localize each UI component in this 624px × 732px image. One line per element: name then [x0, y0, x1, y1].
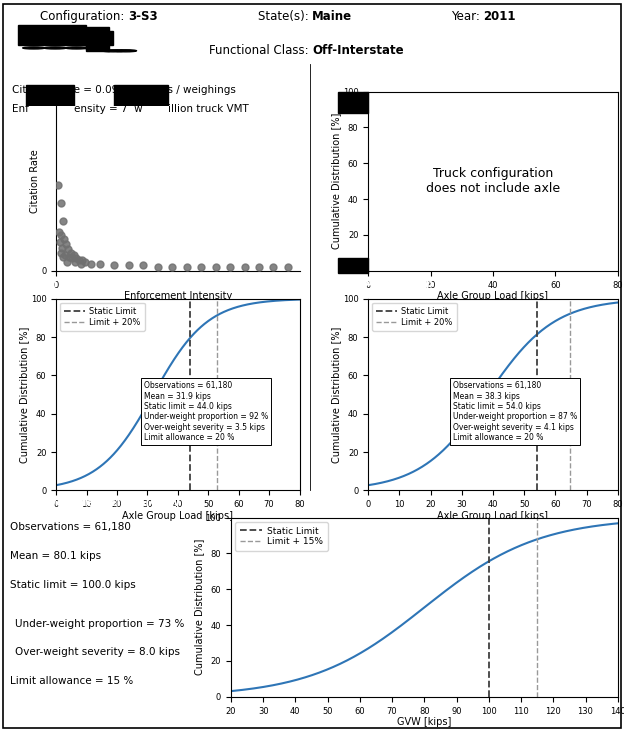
Bar — [338, 92, 368, 113]
Y-axis label: Cumulative Distribution [%]: Cumulative Distribution [%] — [19, 326, 29, 463]
Point — [153, 261, 163, 273]
Text: Observations = 61,180
Mean = 38.3 kips
Static limit = 54.0 kips
Under-weight pro: Observations = 61,180 Mean = 38.3 kips S… — [453, 381, 577, 442]
Text: Mean = 80.1 kips: Mean = 80.1 kips — [10, 551, 101, 561]
Circle shape — [44, 47, 66, 49]
Text: Truck configuration
does not include axle: Truck configuration does not include axl… — [426, 167, 560, 195]
X-axis label: GVW [kips]: GVW [kips] — [397, 717, 452, 727]
Point — [80, 256, 90, 268]
Point — [54, 179, 64, 191]
Legend: Static Limit, Limit + 20%: Static Limit, Limit + 20% — [61, 303, 145, 331]
Text: Configuration:: Configuration: — [41, 10, 129, 23]
Point — [70, 256, 80, 268]
Circle shape — [114, 50, 137, 52]
Circle shape — [84, 47, 106, 49]
Point — [62, 256, 72, 268]
Point — [60, 249, 70, 261]
Text: Citation Rate & Enforcement Intensity: Citation Rate & Enforcement Intensity — [9, 72, 248, 82]
Point — [109, 260, 119, 272]
Point — [72, 253, 82, 264]
Bar — [109, 31, 113, 45]
Point — [138, 260, 148, 272]
Point — [77, 254, 87, 266]
Y-axis label: Cumulative Distribution [%]: Cumulative Distribution [%] — [331, 113, 341, 250]
Text: 2011: 2011 — [483, 10, 515, 23]
Point — [55, 236, 65, 248]
Bar — [338, 258, 368, 272]
Text: State(s):: State(s): — [258, 10, 312, 23]
Point — [63, 244, 73, 255]
Point — [182, 261, 192, 273]
Text: illion truck VMT: illion truck VMT — [168, 104, 249, 114]
Point — [57, 242, 67, 253]
Point — [52, 94, 62, 105]
Point — [56, 198, 66, 209]
Bar — [19, 25, 86, 45]
Point — [95, 258, 105, 269]
Point — [57, 215, 67, 227]
Point — [167, 261, 177, 273]
Point — [56, 229, 66, 241]
Point — [254, 261, 264, 273]
Point — [69, 249, 79, 261]
Point — [56, 247, 66, 259]
Point — [54, 225, 64, 237]
X-axis label: Axle Group Load [kips]: Axle Group Load [kips] — [122, 510, 233, 520]
Point — [74, 254, 84, 266]
Point — [67, 253, 77, 264]
Legend: Static Limit, Limit + 20%: Static Limit, Limit + 20% — [373, 303, 457, 331]
Text: Static limit = 100.0 kips: Static limit = 100.0 kips — [10, 580, 135, 589]
Text: Under-weight proportion = 73 %: Under-weight proportion = 73 % — [15, 619, 184, 629]
Point — [64, 251, 74, 263]
Text: Over-weight severity = 8.0 kips: Over-weight severity = 8.0 kips — [15, 647, 180, 657]
Text: Limit allowance = 15 %: Limit allowance = 15 % — [10, 676, 133, 686]
Y-axis label: Cumulative Distribution [%]: Cumulative Distribution [%] — [194, 539, 204, 676]
Point — [283, 261, 293, 273]
Text: Tridem Axle Group: Tridem Axle Group — [318, 280, 434, 289]
Circle shape — [66, 47, 87, 49]
Text: Citation Rate = 0.096 citations / weighings: Citation Rate = 0.096 citations / weighi… — [12, 85, 236, 95]
Point — [59, 251, 69, 263]
Point — [240, 261, 250, 273]
Y-axis label: Cumulative Distribution [%]: Cumulative Distribution [%] — [331, 326, 341, 463]
Point — [225, 261, 235, 273]
Point — [86, 258, 96, 269]
Point — [59, 233, 69, 244]
Text: 3-S3: 3-S3 — [129, 10, 158, 23]
Text: Tandem Axle Group: Tandem Axle Group — [9, 280, 130, 289]
Text: Enf: Enf — [12, 104, 29, 114]
Bar — [114, 85, 168, 106]
Text: Year:: Year: — [451, 10, 483, 23]
Circle shape — [102, 50, 124, 52]
Text: Observations = 61,180: Observations = 61,180 — [10, 522, 130, 532]
Text: Maine: Maine — [312, 10, 352, 23]
X-axis label: Axle Group Load [kips]: Axle Group Load [kips] — [437, 291, 548, 301]
Point — [268, 261, 278, 273]
Point — [76, 258, 85, 269]
Point — [210, 261, 220, 273]
Point — [124, 260, 134, 272]
Point — [61, 239, 71, 250]
Bar — [86, 27, 109, 51]
Text: Single Axle (excluding steering axles): Single Axle (excluding steering axles) — [318, 72, 554, 82]
Text: Observations = 61,180
Mean = 31.9 kips
Static limit = 44.0 kips
Under-weight pro: Observations = 61,180 Mean = 31.9 kips S… — [144, 381, 268, 442]
Bar — [26, 85, 74, 106]
X-axis label: Axle Group Load [kips]: Axle Group Load [kips] — [437, 510, 548, 520]
Point — [66, 247, 76, 259]
X-axis label: Enforcement Intensity: Enforcement Intensity — [124, 291, 232, 301]
Y-axis label: Citation Rate: Citation Rate — [30, 149, 40, 213]
Text: Gross Vehicle Weight (GVW): Gross Vehicle Weight (GVW) — [9, 498, 186, 508]
Text: Off-Interstate: Off-Interstate — [312, 45, 404, 57]
Text: ensity = 7  w: ensity = 7 w — [74, 104, 143, 114]
Legend: Static Limit, Limit + 15%: Static Limit, Limit + 15% — [235, 522, 328, 551]
Point — [196, 261, 206, 273]
Text: Functional Class:: Functional Class: — [208, 45, 312, 57]
Circle shape — [22, 47, 45, 49]
